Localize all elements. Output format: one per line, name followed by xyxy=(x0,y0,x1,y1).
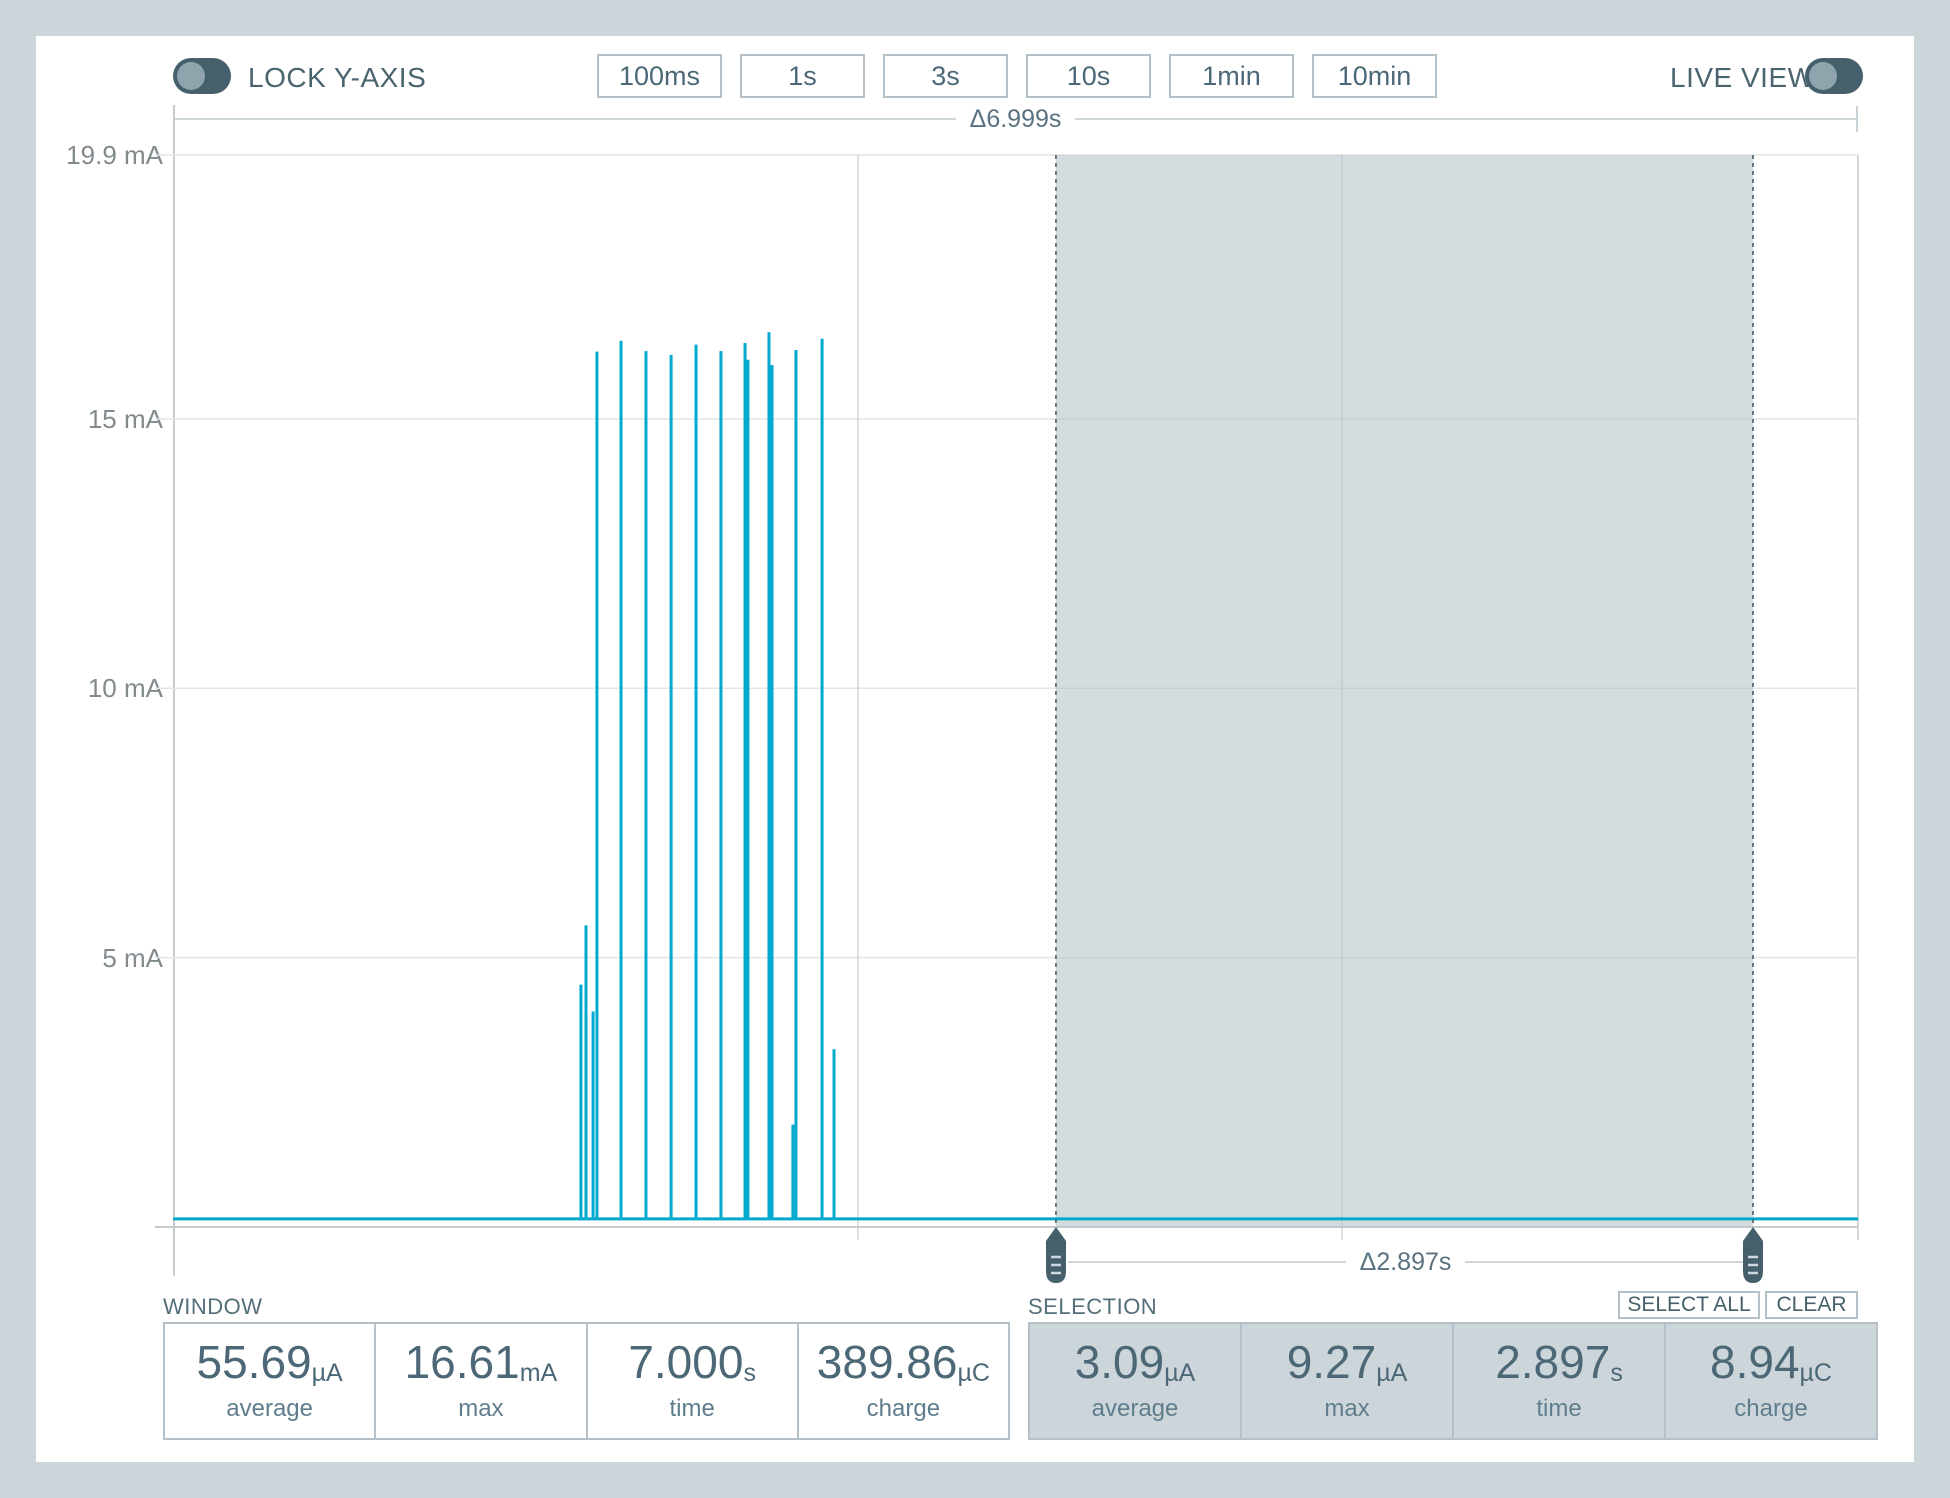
ruler-end-tick xyxy=(1856,106,1859,132)
window-charge-stat: 389.86µC charge xyxy=(799,1324,1008,1438)
stat-value: 9.27 xyxy=(1286,1336,1377,1388)
chart-canvas[interactable] xyxy=(155,154,1859,1240)
stat-value: 55.69 xyxy=(196,1336,312,1388)
stat-value: 389.86 xyxy=(816,1336,958,1388)
selection-right-handle[interactable] xyxy=(1743,1227,1763,1283)
handle-grip-icon xyxy=(1748,1255,1758,1275)
selection-average-stat: 3.09µA average xyxy=(1030,1324,1242,1438)
live-view-label: LIVE VIEW xyxy=(1670,62,1815,93)
window-time-stat: 7.000s time xyxy=(588,1324,799,1438)
selection-delta-label: Δ2.897s xyxy=(1359,1247,1452,1276)
selection-time-stat: 2.897s time xyxy=(1454,1324,1666,1438)
ruler-line xyxy=(1075,118,1857,120)
selection-charge-stat: 8.94µC charge xyxy=(1666,1324,1876,1438)
window-button-100ms[interactable]: 100ms xyxy=(597,54,722,98)
window-button-1min[interactable]: 1min xyxy=(1169,54,1294,98)
window-button-3s[interactable]: 3s xyxy=(883,54,1008,98)
selection-section-heading: SELECTION xyxy=(1028,1294,1158,1319)
selection-region[interactable] xyxy=(1055,155,1754,1227)
stat-unit: µC xyxy=(957,1359,990,1387)
stat-value: 3.09 xyxy=(1074,1336,1165,1388)
select-all-button[interactable]: SELECT ALL xyxy=(1618,1291,1760,1319)
stat-label: time xyxy=(669,1395,715,1422)
y-axis-tick-label: 10 mA xyxy=(87,673,163,704)
selection-left-handle[interactable] xyxy=(1046,1227,1066,1283)
stat-unit: µC xyxy=(1799,1359,1832,1387)
y-axis-tick-label: 19.9 mA xyxy=(66,140,163,170)
stat-unit: mA xyxy=(519,1359,558,1387)
lock-y-axis-toggle[interactable] xyxy=(173,58,231,94)
stat-value: 16.61 xyxy=(404,1336,520,1388)
stat-label: time xyxy=(1536,1395,1582,1422)
stat-value: 7.000 xyxy=(628,1336,744,1388)
chart-panel: LOCK Y-AXIS 100ms 1s 3s 10s 1min 10min L… xyxy=(36,36,1914,1462)
window-span-ruler: Δ6.999s xyxy=(173,104,1859,133)
live-view-toggle[interactable] xyxy=(1805,58,1863,94)
y-axis-tick-label: 5 mA xyxy=(102,942,163,973)
stat-value: 2.897 xyxy=(1495,1336,1611,1388)
stat-label: average xyxy=(1091,1395,1179,1422)
window-delta-label: Δ6.999s xyxy=(969,104,1062,133)
window-average-stat: 55.69µA average xyxy=(165,1324,377,1438)
ruler-line xyxy=(1465,1261,1744,1263)
stat-label: charge xyxy=(866,1395,941,1422)
stat-unit: s xyxy=(1610,1359,1623,1387)
window-section-heading: WINDOW xyxy=(163,1294,263,1319)
time-window-button-group: 100ms 1s 3s 10s 1min 10min xyxy=(597,54,1437,98)
window-stats-panel: 55.69µA average 16.61mA max 7.000s time … xyxy=(163,1322,1010,1440)
stat-value: 8.94 xyxy=(1710,1336,1800,1388)
handle-grip-icon xyxy=(1051,1255,1061,1275)
toggle-knob-icon xyxy=(177,62,205,90)
y-axis-tick-label: 15 mA xyxy=(87,403,163,434)
stat-unit: µA xyxy=(1164,1359,1196,1387)
y-axis-line xyxy=(173,105,175,1276)
stat-label: average xyxy=(226,1395,313,1422)
stat-label: max xyxy=(1324,1395,1370,1422)
stat-label: max xyxy=(458,1395,504,1422)
stat-label: charge xyxy=(1734,1395,1808,1422)
ruler-line xyxy=(1068,1261,1346,1263)
window-button-10s[interactable]: 10s xyxy=(1026,54,1151,98)
stat-unit: s xyxy=(743,1359,756,1387)
window-button-10min[interactable]: 10min xyxy=(1312,54,1437,98)
selection-stats-panel: 3.09µA average 9.27µA max 2.897s time 8.… xyxy=(1028,1322,1878,1440)
selection-span-ruler: Δ2.897s xyxy=(1068,1247,1744,1276)
stat-unit: µA xyxy=(311,1359,343,1387)
window-button-1s[interactable]: 1s xyxy=(740,54,865,98)
clear-button[interactable]: CLEAR xyxy=(1765,1291,1858,1319)
toggle-knob-icon xyxy=(1809,62,1837,90)
stat-unit: µA xyxy=(1376,1359,1408,1387)
ruler-line xyxy=(175,118,956,120)
window-max-stat: 16.61mA max xyxy=(376,1324,588,1438)
current-trace-plot xyxy=(155,154,1859,1240)
selection-max-stat: 9.27µA max xyxy=(1242,1324,1454,1438)
lock-y-axis-label: LOCK Y-AXIS xyxy=(248,62,427,93)
